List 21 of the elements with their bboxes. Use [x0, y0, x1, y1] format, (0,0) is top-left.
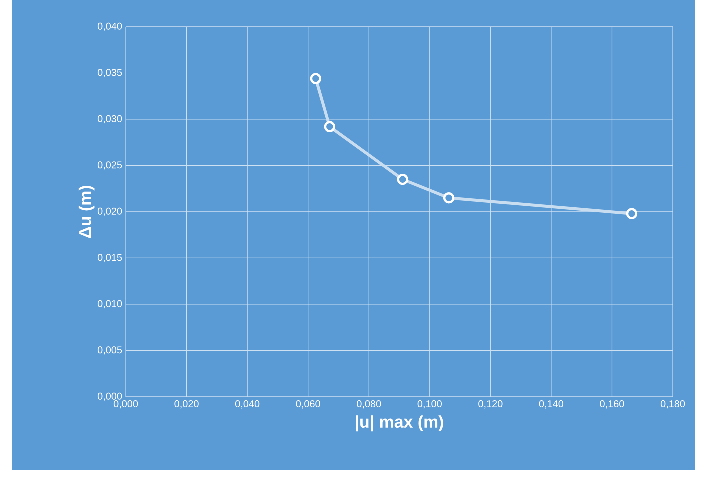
y-tick-label: 0,015	[98, 254, 122, 262]
x-tick-label: 0,140	[539, 400, 564, 409]
x-tick-label: 0,100	[418, 400, 442, 409]
y-tick-label: 0,000	[98, 392, 122, 402]
y-tick-label: 0,040	[98, 22, 122, 32]
x-tick-label: 0,060	[296, 400, 320, 409]
y-tick-label: 0,035	[98, 69, 122, 78]
x-tick-label: 0,160	[600, 400, 624, 409]
x-axis-title: |u| max (m)	[356, 416, 444, 432]
x-tick-label: 0,180	[660, 400, 686, 409]
y-tick-label: 0,005	[98, 346, 122, 355]
y-axis-title: Δu (m)	[78, 186, 95, 238]
y-tick-label: 0,010	[98, 300, 122, 309]
y-tick-label: 0,020	[98, 208, 122, 216]
x-tick-label: 0,080	[357, 400, 382, 409]
y-tick-label: 0,025	[98, 162, 122, 170]
x-tick-label: 0,020	[174, 400, 199, 409]
x-tick-label: 0,040	[235, 400, 260, 409]
y-tick-label: 0,030	[98, 115, 122, 124]
x-tick-label: 0,120	[478, 400, 503, 409]
x-tick-label: 0,000	[114, 400, 138, 409]
